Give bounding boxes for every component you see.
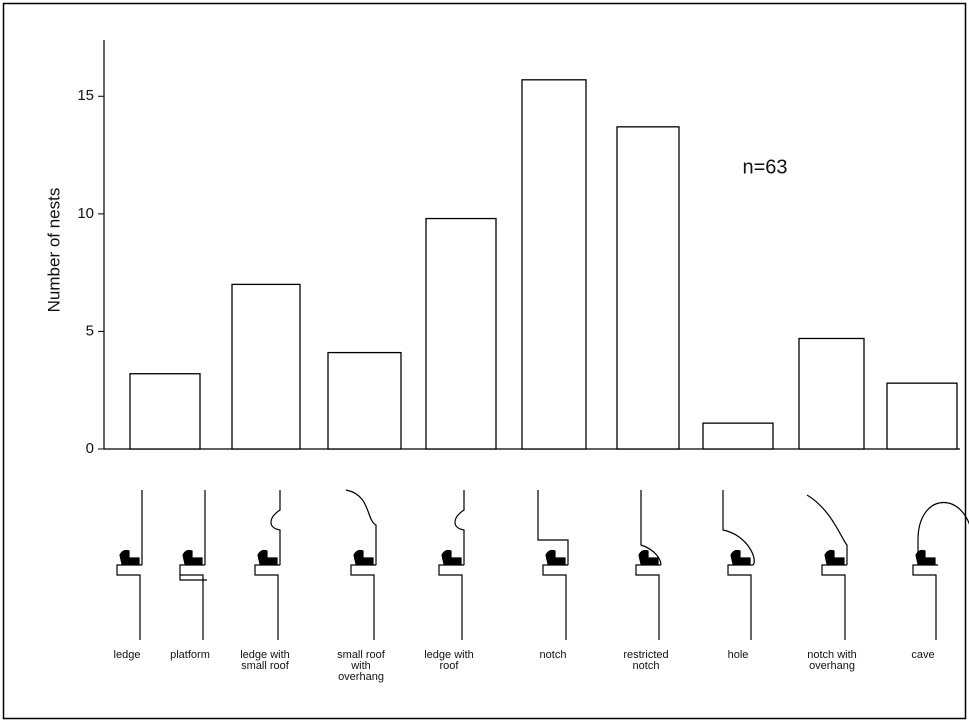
cliff-line [117, 565, 142, 640]
cliff-line [543, 565, 568, 640]
nest-illustration [538, 490, 568, 640]
nest-illustration [723, 490, 754, 640]
y-tick-label: 10 [77, 205, 94, 222]
cliff-line [271, 490, 280, 565]
nest-illustration [180, 490, 207, 640]
cliff-line [180, 565, 205, 640]
x-tick-label: hole [693, 650, 783, 661]
cliff-line [822, 565, 847, 640]
nest-illustration [439, 490, 464, 640]
nest-illustration [636, 490, 661, 640]
page: Number of nests n=63 051015 ledgeplatfor… [0, 0, 969, 722]
bird [825, 551, 844, 565]
bird [916, 551, 935, 565]
chart: Number of nests n=63 0 5 10 15 [0, 0, 969, 722]
bird [258, 551, 277, 565]
y-tick-label: 0 [86, 440, 94, 457]
bar [799, 338, 864, 449]
cliff-line [636, 565, 661, 640]
cliff-line [439, 565, 464, 640]
cliff-line [255, 565, 280, 640]
bar [617, 127, 679, 449]
x-tick-label: notch [508, 650, 598, 661]
y-axis-label: Number of nests [44, 188, 63, 313]
y-tick-label: 5 [86, 322, 94, 339]
bar [232, 284, 300, 449]
bar [522, 80, 586, 449]
cliff-line [913, 565, 938, 640]
nest-illustration [255, 490, 280, 640]
x-tick-label: ledge with roof [404, 650, 494, 672]
bird [120, 551, 139, 565]
x-tick-label: ledge with small roof [220, 650, 310, 672]
bird [183, 551, 202, 565]
bar [130, 374, 200, 449]
nest-illustration [346, 490, 376, 640]
bar [328, 353, 401, 449]
nest-illustration [117, 490, 142, 640]
bar [703, 423, 773, 449]
cliff-line [728, 565, 753, 640]
bird [546, 551, 565, 565]
bird [354, 551, 373, 565]
cliff-line [455, 490, 464, 565]
bar [426, 219, 496, 449]
nest-illustration [807, 495, 847, 640]
bar [887, 383, 957, 449]
x-tick-label: restricted notch [601, 650, 691, 672]
x-tick-label: small roof with overhang [316, 650, 406, 683]
cliff-line [351, 565, 376, 640]
x-tick-label: notch with overhang [787, 650, 877, 672]
annotation: n=63 [742, 156, 787, 178]
x-tick-label: cave [878, 650, 968, 661]
cliff-line [918, 503, 969, 566]
nest-illustration [913, 503, 969, 641]
bird [731, 551, 750, 565]
bird [442, 551, 461, 565]
y-tick-label: 15 [77, 87, 94, 104]
